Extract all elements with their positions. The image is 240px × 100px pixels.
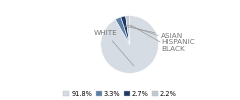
Wedge shape: [121, 16, 130, 44]
Wedge shape: [126, 16, 130, 44]
Legend: 91.8%, 3.3%, 2.7%, 2.2%: 91.8%, 3.3%, 2.7%, 2.2%: [63, 91, 177, 97]
Wedge shape: [101, 16, 158, 73]
Text: BLACK: BLACK: [131, 25, 185, 52]
Wedge shape: [115, 17, 130, 44]
Text: ASIAN: ASIAN: [124, 26, 183, 39]
Text: HISPANIC: HISPANIC: [128, 25, 194, 45]
Text: WHITE: WHITE: [94, 30, 134, 66]
